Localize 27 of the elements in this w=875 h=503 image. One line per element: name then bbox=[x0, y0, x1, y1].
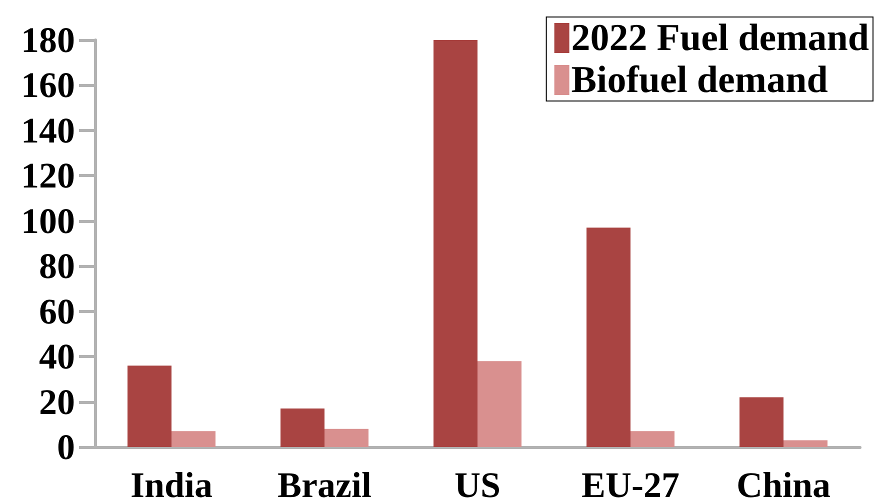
y-tick-label: 140 bbox=[21, 110, 75, 150]
y-tick-label: 60 bbox=[39, 291, 75, 332]
x-tick-label: Brazil bbox=[278, 465, 372, 503]
bar bbox=[128, 366, 172, 447]
y-tick-label: 40 bbox=[39, 336, 75, 377]
y-tick-label: 180 bbox=[21, 20, 75, 60]
y-tick-label: 120 bbox=[21, 156, 75, 196]
bar bbox=[280, 408, 324, 447]
bar bbox=[740, 397, 784, 447]
legend-label: 2022 Fuel demand bbox=[571, 17, 870, 59]
x-tick-label: China bbox=[736, 465, 831, 503]
y-tick-label: 0 bbox=[57, 427, 75, 467]
bar bbox=[586, 228, 630, 447]
bar bbox=[324, 428, 368, 447]
bar bbox=[172, 431, 216, 447]
y-tick-label: 80 bbox=[39, 246, 75, 286]
bar bbox=[434, 40, 478, 447]
bar bbox=[784, 440, 828, 447]
x-tick-label: India bbox=[130, 465, 213, 503]
bar bbox=[478, 361, 522, 447]
y-tick-label: 100 bbox=[21, 200, 75, 241]
y-tick-label: 160 bbox=[21, 65, 75, 106]
legend-label: Biofuel demand bbox=[571, 59, 828, 101]
x-tick-label: US bbox=[454, 465, 501, 503]
bar bbox=[630, 431, 674, 447]
x-tick-label: EU-27 bbox=[582, 465, 680, 503]
y-tick-label: 20 bbox=[39, 382, 75, 422]
